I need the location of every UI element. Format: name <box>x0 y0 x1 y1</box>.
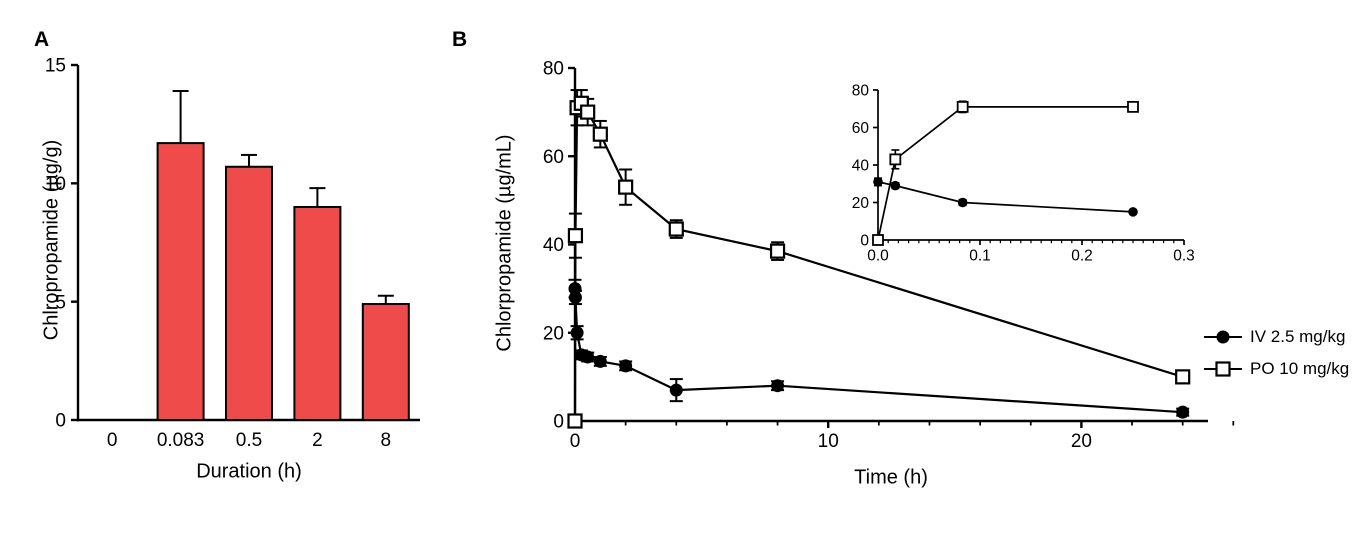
panel-b-y-axis-label: Chlorpropamide (µg/mL) <box>493 134 516 352</box>
panel-b-line-chart: 0 10 20 0 20 40 60 80 <box>543 59 1235 452</box>
panel-b-label: B <box>452 28 468 51</box>
svg-text:60: 60 <box>543 147 564 168</box>
svg-text:0: 0 <box>55 411 66 432</box>
svg-text:0.083: 0.083 <box>157 430 205 451</box>
svg-text:0: 0 <box>570 431 581 452</box>
svg-text:0.0: 0.0 <box>867 248 889 265</box>
svg-text:0: 0 <box>107 430 118 451</box>
svg-text:20: 20 <box>543 323 564 344</box>
panel-a-label: A <box>34 28 50 51</box>
svg-text:0.2: 0.2 <box>1071 248 1093 265</box>
svg-text:10: 10 <box>818 431 839 452</box>
svg-text:0.5: 0.5 <box>236 430 262 451</box>
svg-text:80: 80 <box>543 59 564 80</box>
svg-text:40: 40 <box>852 157 870 174</box>
legend-label-iv: IV 2.5 mg/kg <box>1250 327 1346 346</box>
svg-text:10: 10 <box>45 174 66 195</box>
svg-text:0: 0 <box>860 232 869 249</box>
panel-b-x-axis-label: Time (h) <box>854 466 928 489</box>
panel-a-y-axis-label: Chlropropamide (µg/g) <box>40 139 63 341</box>
svg-text:5: 5 <box>55 292 66 313</box>
svg-text:0: 0 <box>553 412 564 433</box>
legend-label-po: PO 10 mg/kg <box>1250 359 1350 378</box>
panel-a-bar-chart: 0 5 10 15 0 0.083 0.5 2 8 <box>45 56 420 451</box>
panel-b-inset-chart: 0.0 0.1 0.2 0.3 0 20 40 60 80 <box>852 82 1195 265</box>
svg-text:15: 15 <box>45 56 66 77</box>
svg-text:60: 60 <box>852 120 870 137</box>
legend: IV 2.5 mg/kg PO 10 mg/kg <box>1202 327 1350 378</box>
legend-item-po: PO 10 mg/kg <box>1202 359 1350 378</box>
filled-circle-marker-icon <box>1202 328 1244 346</box>
legend-item-iv: IV 2.5 mg/kg <box>1202 327 1349 346</box>
svg-text:20: 20 <box>1071 431 1092 452</box>
svg-text:40: 40 <box>543 235 564 256</box>
open-square-marker-icon <box>1202 360 1244 378</box>
svg-text:0.3: 0.3 <box>1173 248 1195 265</box>
svg-text:2: 2 <box>312 430 323 451</box>
svg-text:20: 20 <box>852 195 870 212</box>
svg-text:0.1: 0.1 <box>969 248 991 265</box>
svg-text:8: 8 <box>381 430 392 451</box>
svg-text:80: 80 <box>852 82 870 99</box>
panel-a-x-axis-label: Duration (h) <box>196 460 302 483</box>
